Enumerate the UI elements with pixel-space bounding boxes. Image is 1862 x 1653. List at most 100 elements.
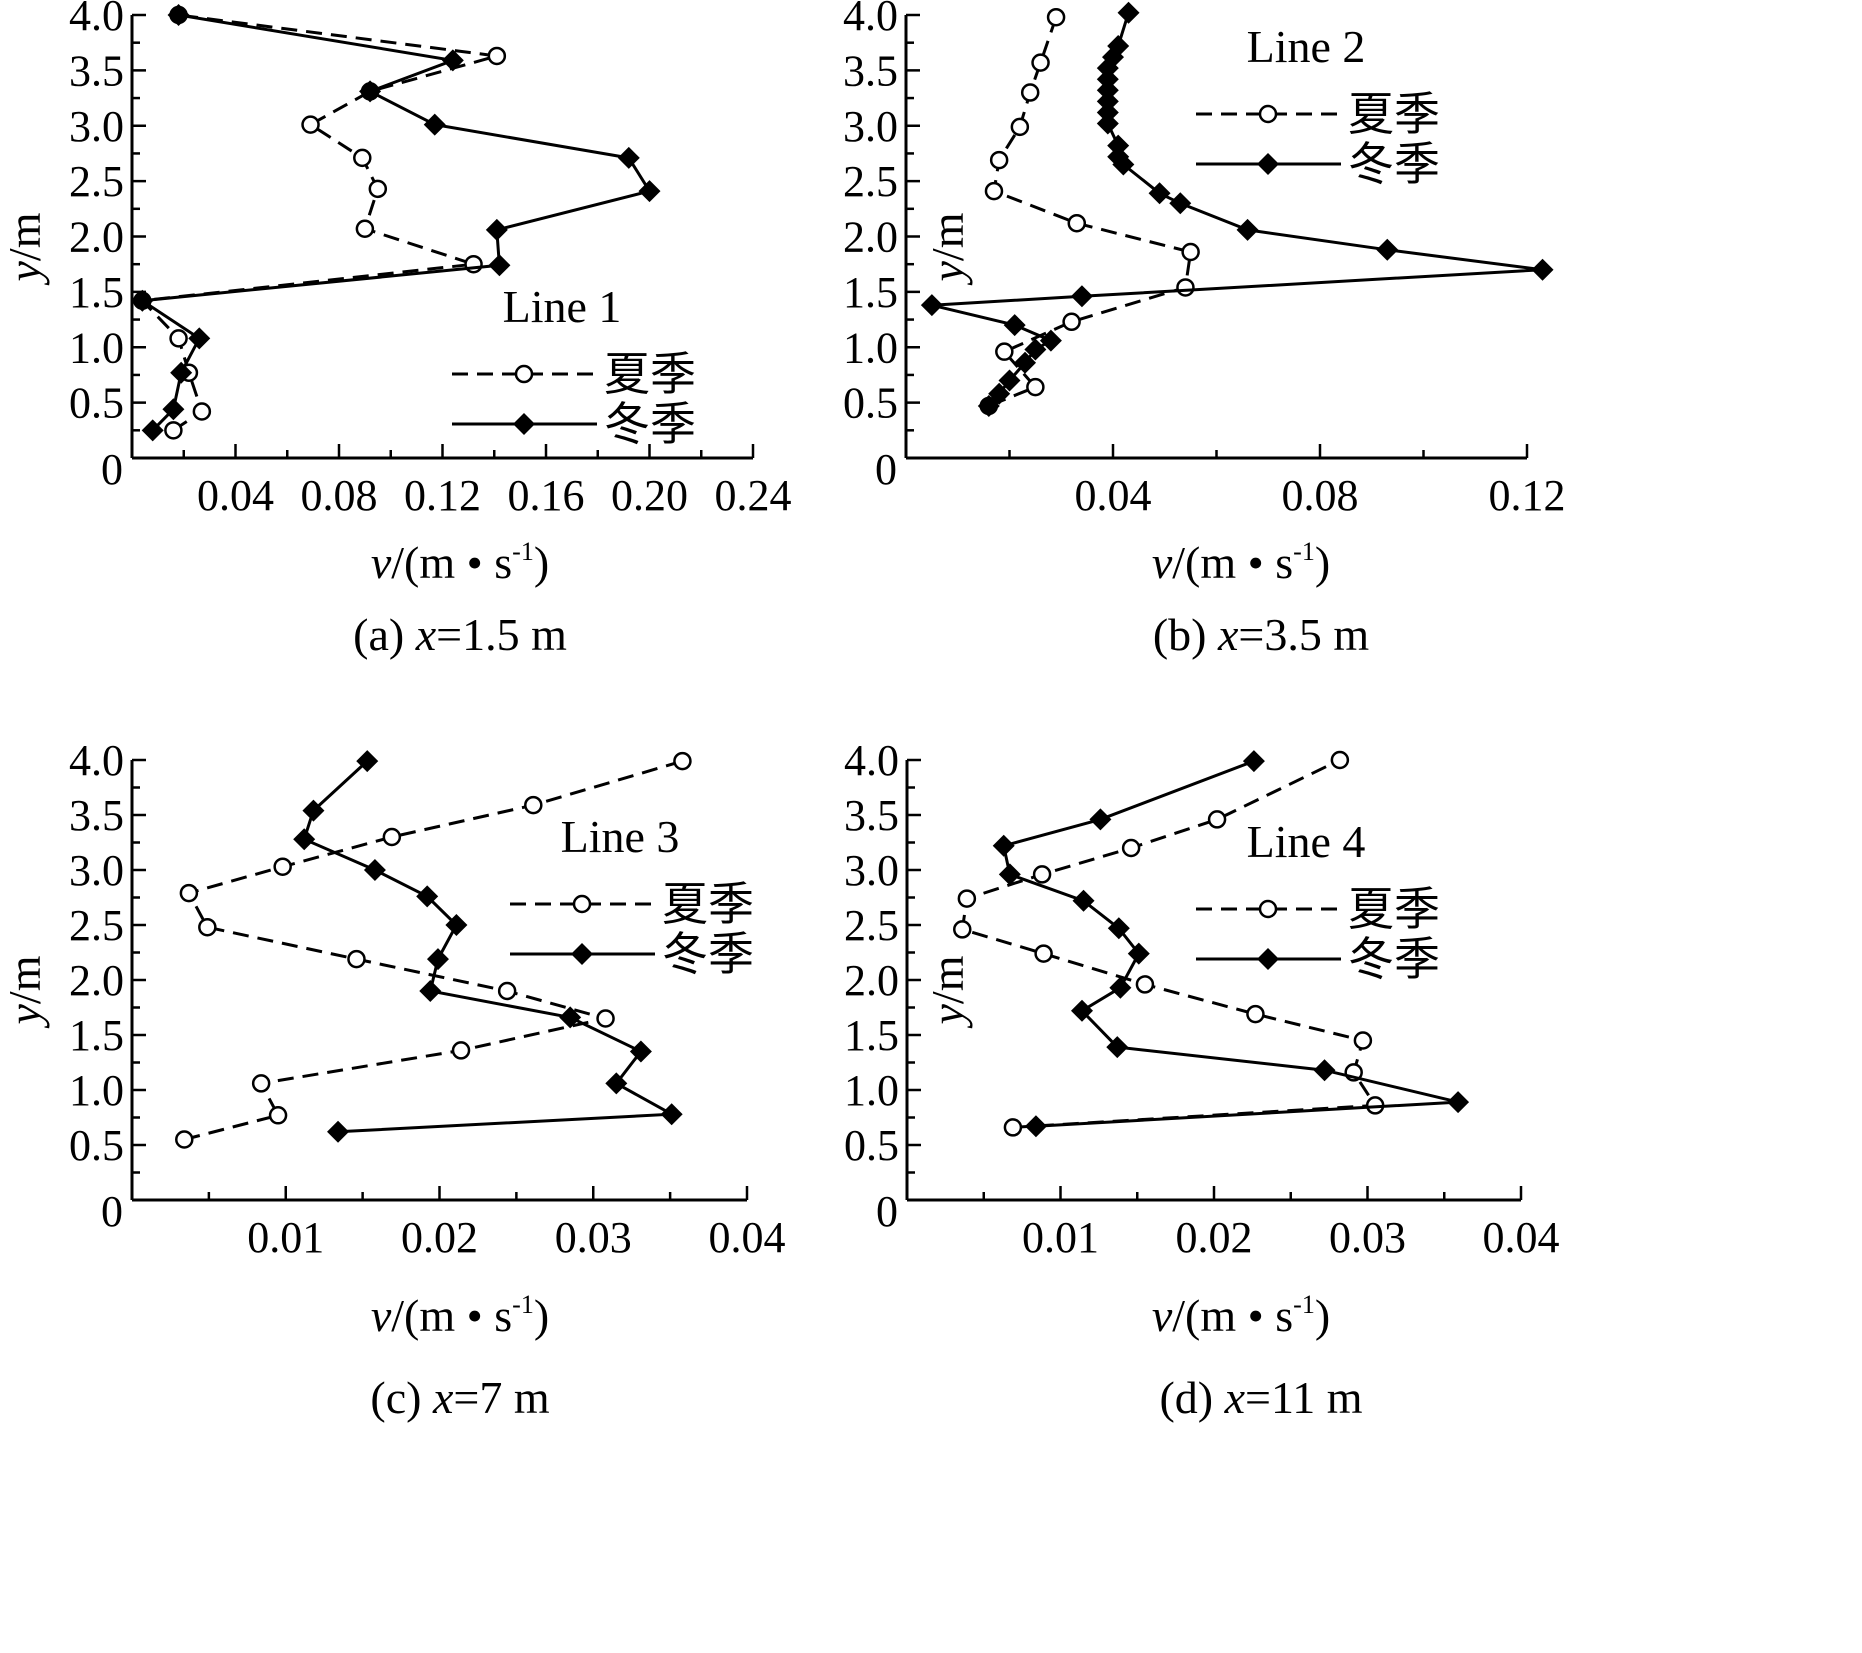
y-tick-label: 3.0 (69, 846, 124, 895)
x-axis-label: v/(m • s-1) (371, 1290, 549, 1341)
summer-data-point (497, 981, 517, 1001)
winter-data-point (1096, 79, 1119, 102)
svg-text:y/m: y/m (0, 212, 50, 285)
x-axis-label-var: v (1152, 1290, 1173, 1341)
x-tick-label: 0.01 (247, 1213, 324, 1262)
svg-text:y/m: y/m (922, 212, 973, 285)
caption-rest: =7 m (453, 1372, 549, 1423)
winter-data-point (992, 834, 1015, 857)
y-axis-label-var: y (0, 1003, 50, 1028)
legend-label: 夏季 (1348, 89, 1440, 140)
legend-swatch-marker (1258, 104, 1278, 124)
summer-data-point (451, 1041, 471, 1060)
winter-data-point (419, 980, 442, 1002)
summer-data-point (524, 795, 543, 815)
caption-rest: =11 m (1245, 1372, 1363, 1423)
x-axis-label-sup: -1 (1293, 537, 1315, 566)
summer-data-point (1181, 242, 1200, 262)
y-axis-label-unit: /m (0, 955, 50, 1004)
x-axis-label-var: v (371, 1290, 392, 1341)
winter-data-point (1089, 808, 1112, 831)
winter-data-point (1024, 1115, 1047, 1138)
winter-series-line (137, 13, 652, 432)
legend-swatch-marker (1257, 153, 1279, 175)
y-tick-label: 4.0 (843, 0, 898, 40)
winter-data-point (426, 948, 449, 971)
x-axis-label-close: ) (534, 537, 549, 588)
winter-data-point (559, 1006, 582, 1029)
panel-caption: (d) x=11 m (1159, 1372, 1362, 1423)
x-axis-label-sup: -1 (512, 537, 534, 566)
winter-data-point (920, 294, 943, 317)
winter-data-point (131, 289, 154, 312)
winter-data-point (1003, 314, 1026, 337)
winter-data-point (998, 369, 1021, 392)
legend-label: 夏季 (604, 349, 696, 400)
caption-var: x (1224, 1372, 1246, 1423)
winter-data-point (1313, 1059, 1336, 1082)
x-tick-label: 0.02 (1176, 1213, 1253, 1262)
winter-data-point (423, 113, 446, 136)
summer-data-point (1176, 278, 1195, 297)
x-axis-label-unit: /(m • s (391, 1290, 512, 1341)
winter-data-point (1107, 917, 1130, 940)
winter-data-point (162, 398, 185, 421)
legend-swatch-marker (514, 364, 534, 384)
x-tick-label: 0.12 (404, 471, 481, 520)
summer-data-point (1135, 975, 1155, 994)
summer-data-point (995, 342, 1014, 361)
winter-data-point (629, 1040, 652, 1063)
winter-data-point (188, 327, 211, 350)
summer-data-point (251, 1074, 271, 1093)
caption-prefix: (b) (1153, 609, 1218, 660)
y-tick-label: 1.0 (843, 323, 898, 372)
y-tick-label: 3.0 (69, 102, 124, 151)
caption-var: x (415, 609, 437, 660)
winter-data-point (660, 1103, 683, 1126)
legend-title: Line 1 (503, 281, 622, 332)
chart-panel-c: y/m v/(m • s-1) (c) x=7 m 0.5 1.0 1.5 2.0 2.… (0, 736, 786, 1423)
caption-var: x (432, 1372, 454, 1423)
y-axis-label-unit: /m (922, 955, 973, 1004)
x-axis-label-close: ) (1315, 1290, 1330, 1341)
summer-data-point (1046, 7, 1066, 27)
x-tick-label: 0.16 (508, 471, 585, 520)
y-tick-label: 0.5 (843, 379, 898, 428)
winter-data-point (170, 361, 193, 384)
x-tick-label: 0.24 (715, 471, 792, 520)
summer-data-point (1031, 53, 1050, 72)
winter-data-point (356, 750, 379, 773)
y-axis-label-var: y (922, 260, 973, 285)
y-tick-label: 0.5 (69, 1121, 124, 1170)
summer-data-point (179, 883, 199, 903)
summer-data-point (1003, 1118, 1023, 1137)
caption-var: x (1217, 609, 1239, 660)
chart-panel-d: y/m v/(m • s-1) (d) x=11 m 0.5 1.0 1.5 2.0 2… (844, 736, 1560, 1423)
y-tick-label: 1.5 (843, 268, 898, 317)
x-axis-label-unit: /(m • s (391, 537, 512, 588)
y-axis-label-unit: /m (0, 212, 50, 261)
summer-data-point (596, 1009, 615, 1028)
x-axis-label-var: v (1152, 537, 1173, 588)
summer-data-point (301, 115, 320, 134)
legend-label: 冬季 (662, 929, 754, 980)
winter-data-point (363, 859, 386, 881)
winter-data-point (327, 1120, 350, 1143)
y-tick-label: 4.0 (69, 736, 124, 785)
legend-label: 冬季 (1348, 139, 1440, 190)
legend-swatch-marker (1257, 948, 1279, 970)
winter-data-point (1070, 999, 1093, 1022)
legend-label: 冬季 (604, 399, 696, 450)
legend-title: Line 2 (1247, 21, 1366, 72)
x-axis-label-unit: /(m • s (1172, 537, 1293, 588)
y-tick-label: 4.0 (69, 0, 124, 40)
summer-data-point (355, 219, 375, 238)
summer-data-point (1010, 117, 1030, 137)
x-axis-label-sup: -1 (1293, 1290, 1315, 1319)
x-axis-label-var: v (371, 537, 392, 588)
winter-data-point (1109, 976, 1132, 999)
y-tick-label: 1.0 (844, 1066, 899, 1115)
winter-data-point (445, 914, 468, 936)
origin-tick-label: 0 (876, 1187, 898, 1236)
y-tick-label: 3.5 (843, 46, 898, 95)
